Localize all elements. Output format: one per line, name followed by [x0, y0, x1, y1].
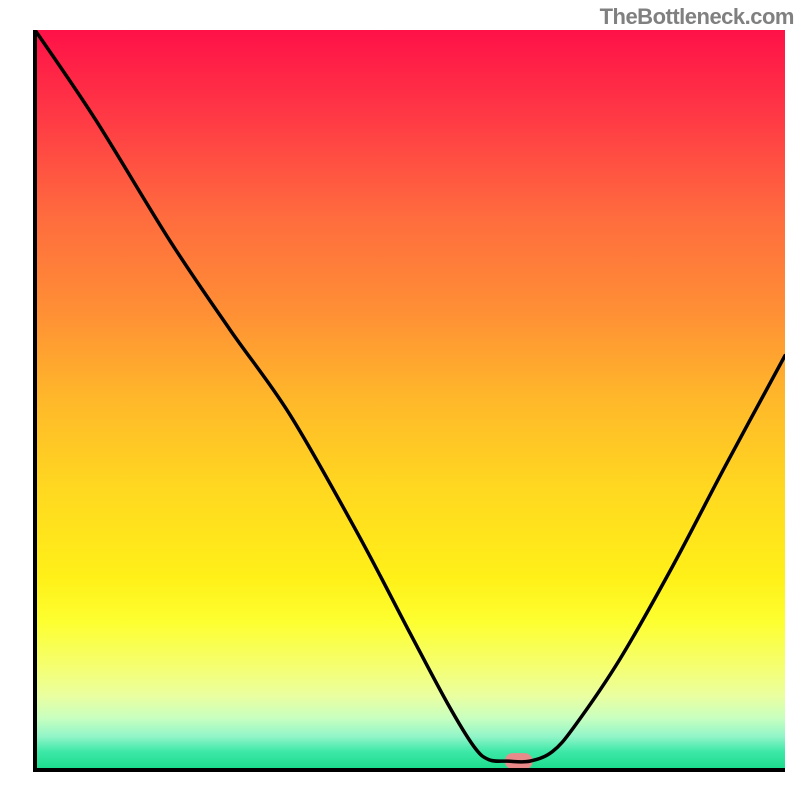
bottleneck-chart: [15, 30, 785, 790]
watermark-text: TheBottleneck.com: [600, 4, 794, 30]
chart-svg: [15, 30, 785, 790]
chart-background: [35, 30, 785, 770]
